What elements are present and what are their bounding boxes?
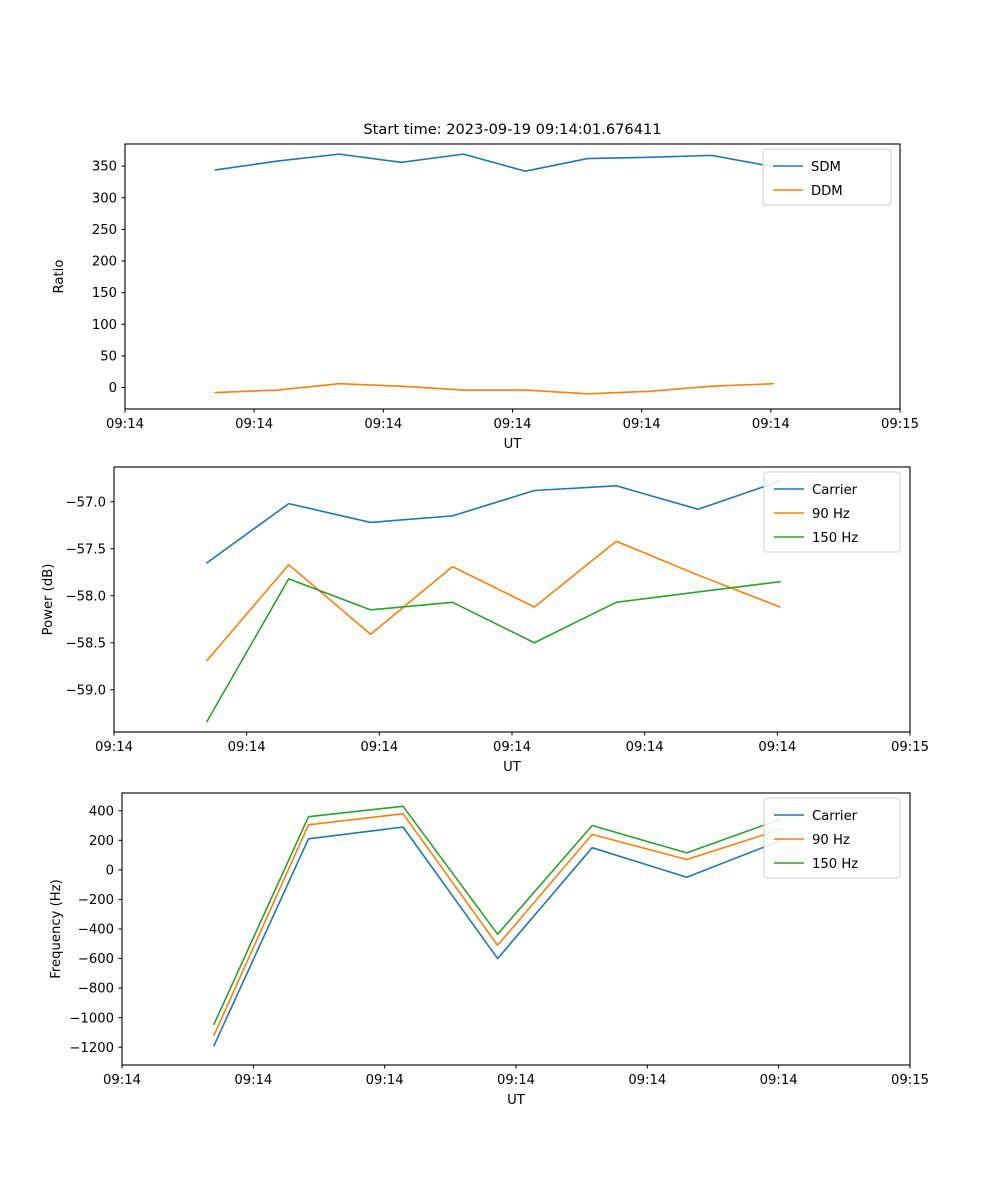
legend-box[interactable] (763, 797, 901, 879)
x-tick-label: 09:14 (628, 1073, 666, 1088)
legend-label-carrier: Carrier (812, 809, 858, 824)
legend-label-90-hz: 90 Hz (812, 833, 850, 848)
y-tick-label: −59.0 (66, 683, 106, 698)
y-tick-label: 100 (92, 318, 117, 333)
x-tick-label: 09:14 (758, 740, 796, 755)
x-tick-label: 09:14 (752, 417, 790, 432)
y-tick-label: 200 (89, 834, 114, 849)
y-tick-label: 150 (92, 286, 117, 301)
chart-panel-ratio: Start time: 2023-09-19 09:14:01.676411 0 5… (30, 118, 920, 471)
axes-ratio-panel: Start time: 2023-09-19 09:14:01.676411 0 5… (52, 121, 919, 452)
x-tick-label: 09:14 (234, 1073, 272, 1088)
x-tick-label: 09:14 (360, 740, 398, 755)
x-axis-label: UT (507, 1093, 526, 1108)
x-tick-label: 09:14 (760, 1073, 798, 1088)
series-line-sdm (214, 153, 775, 173)
y-axis-label: Frequency (Hz) (49, 879, 64, 978)
y-tick-label: −58.5 (66, 636, 106, 651)
y-tick-label: −400 (78, 923, 114, 938)
chart-panel-frequency: 400 200 0 −200 −400 −600 −800 −1000 −1200 09:14 09… (27, 767, 930, 1127)
axes-frequency-panel: 400 200 0 −200 −400 −600 −800 −1000 −1200 09:14 09… (49, 792, 929, 1108)
legend-box[interactable] (762, 148, 892, 206)
series-line-ddm (214, 382, 775, 395)
legend-label-sdm: SDM (811, 160, 841, 175)
x-tick-label: 09:14 (623, 417, 661, 432)
y-tick-label: 200 (92, 255, 117, 270)
x-tick-label: 09:14 (95, 740, 133, 755)
x-tick-label: 09:15 (881, 417, 919, 432)
y-tick-label: 0 (106, 863, 114, 878)
x-tick-label: 09:14 (626, 740, 664, 755)
y-tick-label: −57.0 (66, 495, 106, 510)
series-line-150-hz (206, 578, 781, 723)
y-axis-label: Power (dB) (41, 564, 56, 636)
y-tick-label: −800 (78, 982, 114, 997)
y-axis-label: Ratio (52, 260, 67, 294)
legend-label-90-hz: 90 Hz (812, 507, 850, 522)
x-tick-label: 09:15 (891, 1073, 929, 1088)
series-line-90-hz (213, 812, 783, 1037)
y-tick-label: 50 (100, 349, 117, 364)
y-tick-label: −600 (78, 952, 114, 967)
x-tick-label: 09:14 (364, 417, 402, 432)
x-axis-label: UT (503, 760, 522, 775)
x-tick-label: 09:14 (366, 1073, 404, 1088)
y-tick-label: −1000 (69, 1011, 114, 1026)
legend-box[interactable] (763, 471, 901, 553)
y-tick-label: −200 (78, 893, 114, 908)
legend-label-150-hz: 150 Hz (812, 531, 858, 546)
axes-power-panel: −57.0 −57.5 −58.0 −58.5 −59.0 09:14 09:14 09:14… (41, 466, 929, 775)
y-tick-label: 400 (89, 804, 114, 819)
x-axis-label: UT (504, 437, 523, 452)
series-line-carrier (206, 480, 781, 564)
x-tick-label: 09:14 (103, 1073, 141, 1088)
x-tick-label: 09:14 (497, 1073, 535, 1088)
chart-title: Start time: 2023-09-19 09:14:01.676411 (363, 121, 661, 138)
series-line-carrier (213, 826, 783, 1047)
series-line-150-hz (213, 805, 783, 1026)
y-tick-label: 250 (92, 223, 117, 238)
legend-label-carrier: Carrier (812, 483, 858, 498)
y-tick-label: 350 (92, 160, 117, 175)
y-tick-label: 300 (92, 191, 117, 206)
x-tick-label: 09:14 (493, 740, 531, 755)
x-tick-label: 09:15 (891, 740, 929, 755)
legend-label-ddm: DDM (811, 184, 843, 199)
x-tick-label: 09:14 (228, 740, 266, 755)
x-tick-label: 09:14 (493, 417, 531, 432)
y-tick-label: −58.0 (66, 589, 106, 604)
x-tick-label: 09:14 (235, 417, 273, 432)
legend-label-150-hz: 150 Hz (812, 857, 858, 872)
y-tick-label: 0 (109, 381, 117, 396)
y-tick-label: −57.5 (66, 542, 106, 557)
x-tick-label: 09:14 (106, 417, 144, 432)
chart-panel-power: −57.0 −57.5 −58.0 −58.5 −59.0 09:14 09:14 09:14… (19, 441, 930, 794)
y-tick-label: −1200 (69, 1041, 114, 1056)
series-line-90-hz (206, 540, 781, 662)
